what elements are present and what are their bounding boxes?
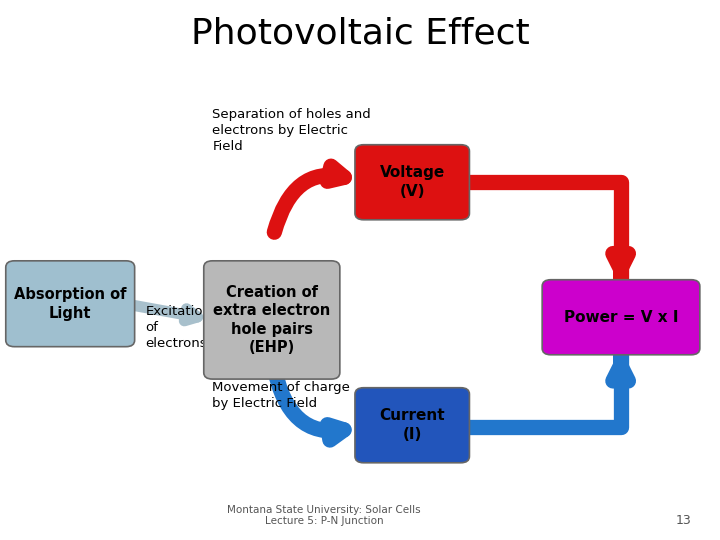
Text: Creation of
extra electron
hole pairs
(EHP): Creation of extra electron hole pairs (E… (213, 285, 330, 355)
FancyBboxPatch shape (355, 388, 469, 463)
Text: Voltage
(V): Voltage (V) (379, 165, 445, 199)
Text: Power = V x I: Power = V x I (564, 310, 678, 325)
Text: Absorption of
Light: Absorption of Light (14, 287, 127, 321)
Text: Montana State University: Solar Cells
Lecture 5: P-N Junction: Montana State University: Solar Cells Le… (228, 505, 420, 526)
Text: Movement of charge
by Electric Field: Movement of charge by Electric Field (212, 381, 350, 410)
Text: Photovoltaic Effect: Photovoltaic Effect (191, 16, 529, 50)
FancyBboxPatch shape (6, 261, 135, 347)
Text: Separation of holes and
electrons by Electric
Field: Separation of holes and electrons by Ele… (212, 108, 371, 153)
FancyBboxPatch shape (542, 280, 700, 355)
FancyBboxPatch shape (355, 145, 469, 220)
Text: Current
(I): Current (I) (379, 408, 445, 442)
FancyBboxPatch shape (204, 261, 340, 379)
Text: 13: 13 (675, 514, 691, 526)
Text: Excitation
of
electrons: Excitation of electrons (145, 305, 212, 350)
